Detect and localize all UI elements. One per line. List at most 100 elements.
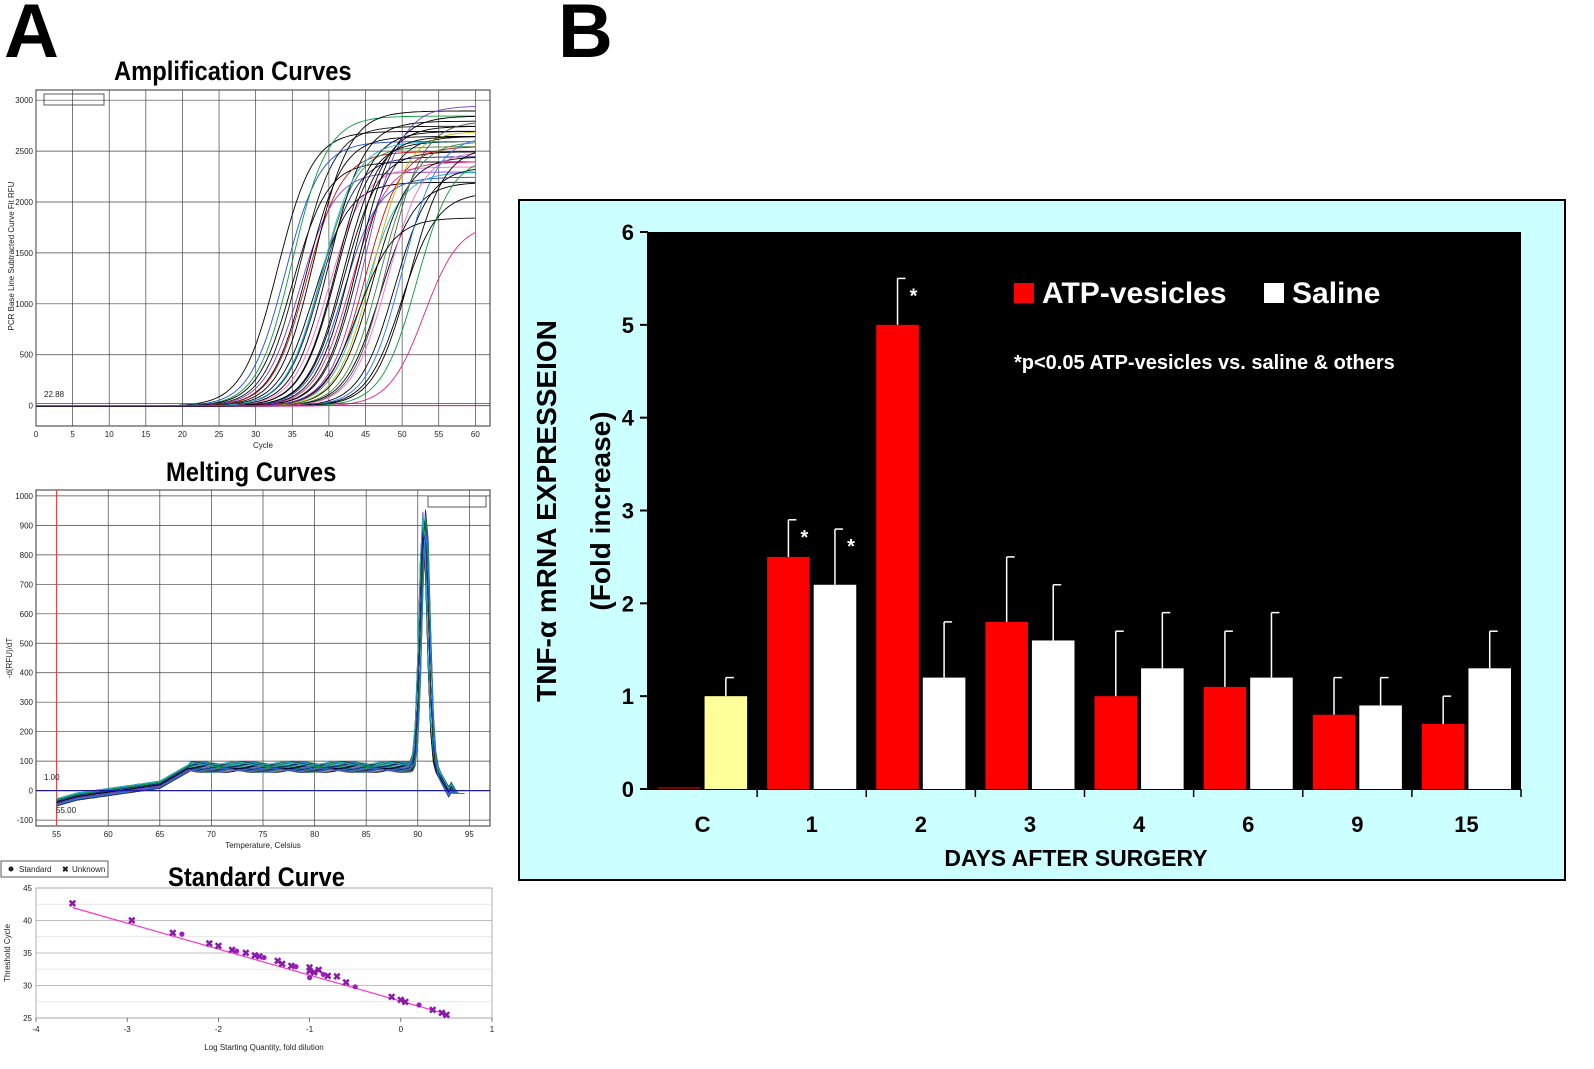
unknown-point: ✖ <box>214 941 222 952</box>
amplification-ytick: 0 <box>29 402 34 411</box>
unknown-point: ✖ <box>333 972 341 983</box>
melting-ylabel: -d(RFU)/dT <box>5 638 14 679</box>
melting-xtick: 75 <box>259 830 268 839</box>
melting-title: Melting Curves <box>166 457 337 487</box>
standard-point <box>261 954 267 961</box>
bar-saline-4 <box>1141 668 1184 789</box>
melting-ytick: 200 <box>20 728 34 737</box>
melting-xtick: 70 <box>207 830 216 839</box>
amplification-xtick: 55 <box>434 430 443 439</box>
amplification-xtick: 0 <box>34 430 39 439</box>
standard-point <box>320 971 326 978</box>
unknown-point: ✖ <box>397 995 405 1006</box>
significance-star: * <box>847 536 855 558</box>
bar-ytick-label: 5 <box>622 313 634 338</box>
bar-xtick-label: 2 <box>915 812 927 837</box>
amplification-xtick: 10 <box>105 430 114 439</box>
bar-atp-vesicles-4 <box>1094 696 1138 789</box>
melting-ytick: -100 <box>17 816 34 825</box>
bar-atp-vesicles-3 <box>985 621 1028 789</box>
melting-ytick: 0 <box>29 787 34 796</box>
legend-label-atp: ATP-vesicles <box>1042 277 1227 310</box>
standard-ylabel: Threshold Cycle <box>3 924 12 982</box>
amplification-xtick: 60 <box>471 430 480 439</box>
amplification-xtick: 35 <box>288 430 297 439</box>
bar-atp-vesicles-6 <box>1203 686 1247 789</box>
standard-xtick: 0 <box>399 1025 404 1034</box>
unknown-point: ✖ <box>228 945 236 956</box>
bar-ytick-label: 1 <box>622 684 634 709</box>
melting-xtick: 65 <box>155 830 164 839</box>
standard-legend-unknown: Unknown <box>72 865 105 874</box>
bar-xtick-label: 15 <box>1454 812 1478 837</box>
unknown-point: ✖ <box>205 939 213 950</box>
bar-atp-vesicles-15 <box>1421 724 1465 789</box>
bar-ylabel-line1: TNF-α mRNA EXPRESSEION <box>531 320 562 702</box>
unknown-point: ✖ <box>255 952 263 963</box>
standard-ytick: 25 <box>23 1014 32 1023</box>
bar-ytick-label: 6 <box>622 220 634 245</box>
bar-xtick-label: 1 <box>806 812 818 837</box>
melting-curve <box>56 531 465 806</box>
standard-ytick: 45 <box>23 884 32 893</box>
bar-ytick-label: 4 <box>622 406 635 431</box>
standard-ytick: 30 <box>23 982 32 991</box>
unknown-point: ✖ <box>315 965 323 976</box>
bar-saline-C <box>704 696 748 789</box>
melting-xtick: 85 <box>362 830 371 839</box>
unknown-point: ✖ <box>387 993 395 1004</box>
standard-curve-chart: Standard ✖ Unknown ✖✖✖✖ ✖ ✖ ✖ ✖✖ ✖✖ ✖ ✖✖✖✖ ✖✖✖ ✖✖… <box>0 860 495 1052</box>
unknown-point: ✖ <box>342 978 350 989</box>
tnf-bar-chart: * * * 0 1 2 3 4 5 6 C 1 2 3 4 6 9 15 ATP-vesicles Saline… <box>518 199 1566 881</box>
amplification-ylabel: PCR Base Line Subtracted Curve Fit RFU <box>7 181 16 330</box>
unknown-point: ✖ <box>401 997 409 1008</box>
unknown-point: ✖ <box>128 916 136 927</box>
unknown-point: ✖ <box>287 962 295 973</box>
melting-xtick: 90 <box>413 830 422 839</box>
bar-saline-15 <box>1468 668 1511 789</box>
amplification-xlabel: Cycle <box>253 441 274 450</box>
standard-legend <box>0 860 109 878</box>
standard-point <box>234 948 240 954</box>
melting-xtick: 55 <box>52 830 61 839</box>
unknown-point: ✖ <box>278 960 286 971</box>
unknown-point: ✖ <box>305 963 313 974</box>
standard-point <box>416 1002 422 1008</box>
melting-threshold-label: 1.00 <box>44 773 60 782</box>
panel-b-label: B <box>558 0 613 74</box>
standard-point <box>293 964 299 970</box>
amplification-ytick: 2500 <box>15 147 33 156</box>
bar-ytick-label: 2 <box>622 591 634 616</box>
legend-swatch-atp <box>1014 283 1034 303</box>
amplification-chart: 0 5 10 15 20 25 30 35 40 45 50 55 60 0 500 1000 1500 2000… <box>7 89 491 450</box>
standard-point <box>307 975 313 981</box>
amplification-title: Amplification Curves <box>114 56 352 86</box>
bar-atp-vesicles-2 <box>876 324 919 789</box>
unknown-point: ✖ <box>251 951 259 962</box>
bar-ylabel-line2: (Fold increase) <box>585 411 616 610</box>
bar-xtick-label: 6 <box>1242 812 1254 837</box>
amplification-xtick: 50 <box>398 430 407 439</box>
bar-saline-6 <box>1250 677 1293 789</box>
standard-xtick: 1 <box>490 1025 495 1034</box>
standard-title: Standard Curve <box>168 862 345 892</box>
melting-ytick: 900 <box>20 521 34 530</box>
melting-ytick: 600 <box>20 610 34 619</box>
melting-xtick: 60 <box>104 830 113 839</box>
bar-xtick-label: 3 <box>1024 812 1036 837</box>
melting-ytick: 100 <box>20 757 34 766</box>
bar-saline-9 <box>1359 705 1402 789</box>
amplification-ytick: 2000 <box>15 198 33 207</box>
unknown-point: ✖ <box>442 1010 450 1021</box>
melting-curve <box>56 515 465 800</box>
amplification-ytick: 1500 <box>15 249 33 258</box>
standard-ytick: 40 <box>23 917 32 926</box>
legend-swatch-saline <box>1264 283 1284 303</box>
unknown-point: ✖ <box>438 1008 446 1019</box>
significance-star: * <box>910 285 918 307</box>
amplification-xtick: 20 <box>178 430 187 439</box>
amplification-xtick: 40 <box>324 430 333 439</box>
amplification-xtick: 5 <box>70 430 75 439</box>
amplification-xtick: 30 <box>251 430 260 439</box>
standard-point <box>352 984 358 990</box>
